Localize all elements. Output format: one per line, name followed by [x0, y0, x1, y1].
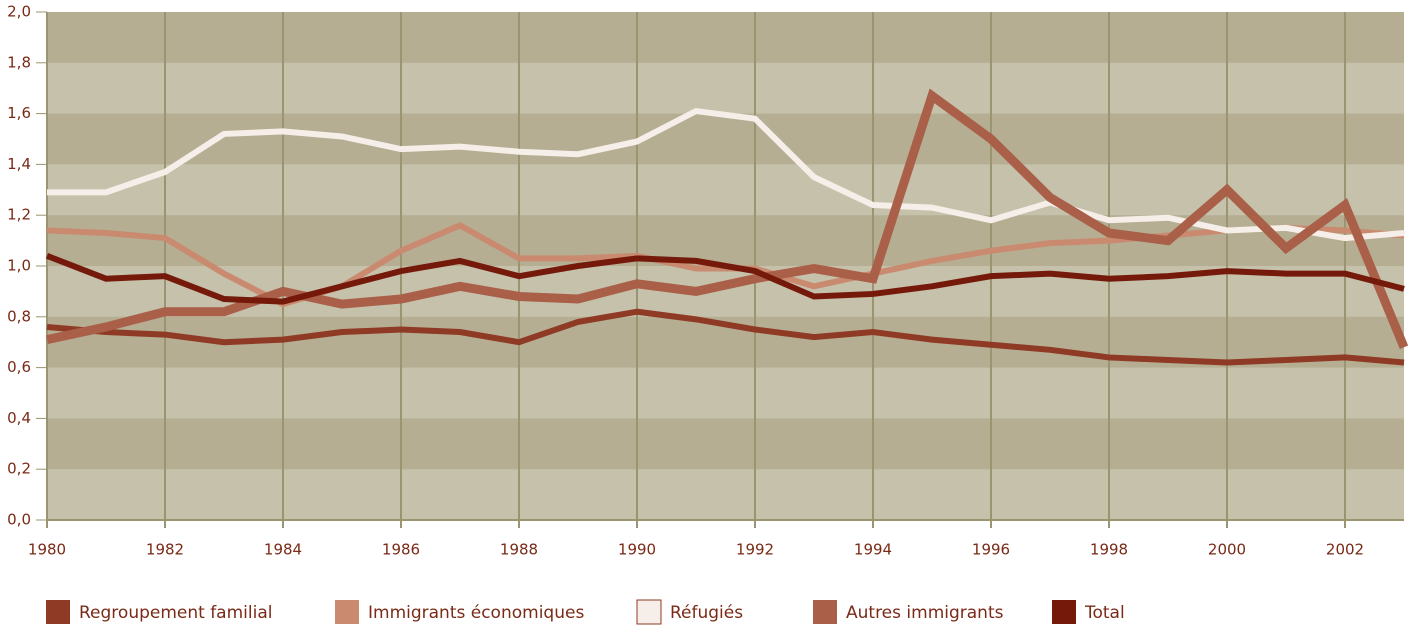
legend-label: Réfugiés [670, 603, 743, 623]
x-tick-label: 1994 [854, 541, 892, 559]
band [47, 418, 1404, 470]
legend: Regroupement familial Immigrants économiq… [46, 599, 1125, 625]
y-tick-label: 1,0 [7, 257, 31, 275]
band [47, 12, 1404, 63]
y-tick-label: 0,0 [7, 511, 31, 529]
legend-label: Autres immigrants [846, 603, 1004, 623]
y-tick-label: 1,4 [7, 155, 31, 173]
x-tick-label: 1996 [972, 541, 1010, 559]
x-tick-label: 1986 [382, 541, 420, 559]
y-tick-label: 1,6 [7, 104, 31, 122]
legend-swatch [1052, 600, 1076, 624]
y-tick-label: 1,8 [7, 53, 31, 71]
series-line [46, 88, 1409, 350]
series-line [45, 253, 1405, 305]
series-line [46, 308, 1405, 366]
y-tick-label: 1,2 [7, 206, 31, 224]
legend-swatch [46, 600, 70, 624]
y-tick-label: 0,2 [7, 460, 31, 478]
x-tick-label: 2002 [1326, 541, 1364, 559]
legend-label: Regroupement familial [79, 603, 272, 623]
x-tick-label: 1980 [28, 541, 66, 559]
series-line [47, 107, 1405, 242]
band [47, 113, 1404, 165]
x-tick-label: 1988 [500, 541, 538, 559]
legend-label: Total [1084, 603, 1125, 623]
y-tick-label: 0,8 [7, 307, 31, 325]
y-tick-label: 2,0 [7, 3, 31, 21]
x-tick-label: 2000 [1208, 541, 1246, 559]
x-tick-label: 1992 [736, 541, 774, 559]
x-tick-label: 1998 [1090, 541, 1128, 559]
legend-swatch [636, 599, 662, 625]
x-tick-label: 1990 [618, 541, 656, 559]
y-tick-label: 0,4 [7, 409, 31, 427]
band [47, 215, 1404, 266]
legend-swatch [335, 600, 359, 624]
y-tick-label: 0,6 [7, 358, 31, 376]
x-tick-label: 1984 [264, 541, 302, 559]
legend-label: Immigrants économiques [368, 603, 584, 623]
x-tick-label: 1982 [146, 541, 184, 559]
legend-swatch [813, 600, 837, 624]
